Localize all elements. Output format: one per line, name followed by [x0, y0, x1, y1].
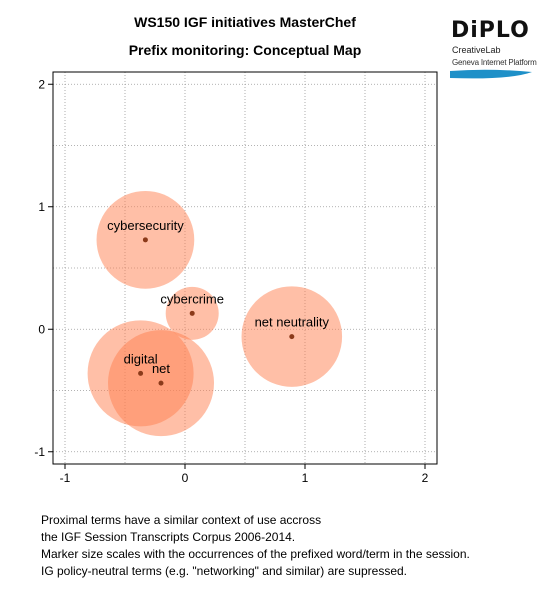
chart-title: WS150 IGF initiatives MasterChef [134, 14, 356, 30]
logo-wordmark: DiPLO [451, 18, 530, 43]
point-label: digital [124, 351, 158, 366]
point-label: cybersecurity [107, 218, 184, 233]
bubble-center-point [142, 237, 148, 243]
x-tick-label: 0 [182, 471, 189, 485]
point-label: cybercrime [160, 291, 224, 306]
plot-frame [52, 71, 438, 465]
point-label: net [152, 361, 170, 376]
diplo-logo: DiPLO CreativeLab Geneva Internet Platfo… [450, 18, 545, 84]
x-tick-label: 2 [422, 471, 429, 485]
bubble-center-point [138, 370, 144, 376]
logo-creativelab: CreativeLab [452, 45, 501, 55]
x-tick-label: -1 [60, 471, 71, 485]
bubble-center-point [158, 380, 164, 386]
x-tick-label: 1 [302, 471, 309, 485]
y-tick-label: 2 [38, 77, 45, 91]
logo-swoosh-icon [450, 69, 532, 79]
bubble-center-point [289, 334, 295, 340]
chart-subtitle: Prefix monitoring: Conceptual Map [128, 42, 362, 58]
note-line-4: IG policy-neutral terms (e.g. "networkin… [41, 564, 407, 578]
y-tick-label: -1 [34, 445, 45, 459]
note-line-2: the IGF Session Transcripts Corpus 2006-… [41, 530, 296, 544]
y-tick-label: 1 [38, 200, 45, 214]
chart-notes: Proximal terms have a similar context of… [41, 512, 470, 580]
bubble-center-point [189, 310, 195, 316]
note-line-3: Marker size scales with the occurrences … [41, 547, 470, 561]
logo-gip: Geneva Internet Platform [452, 58, 537, 67]
y-tick-label: 0 [38, 322, 45, 336]
point-label: net neutrality [255, 315, 330, 330]
note-line-1: Proximal terms have a similar context of… [41, 513, 322, 527]
